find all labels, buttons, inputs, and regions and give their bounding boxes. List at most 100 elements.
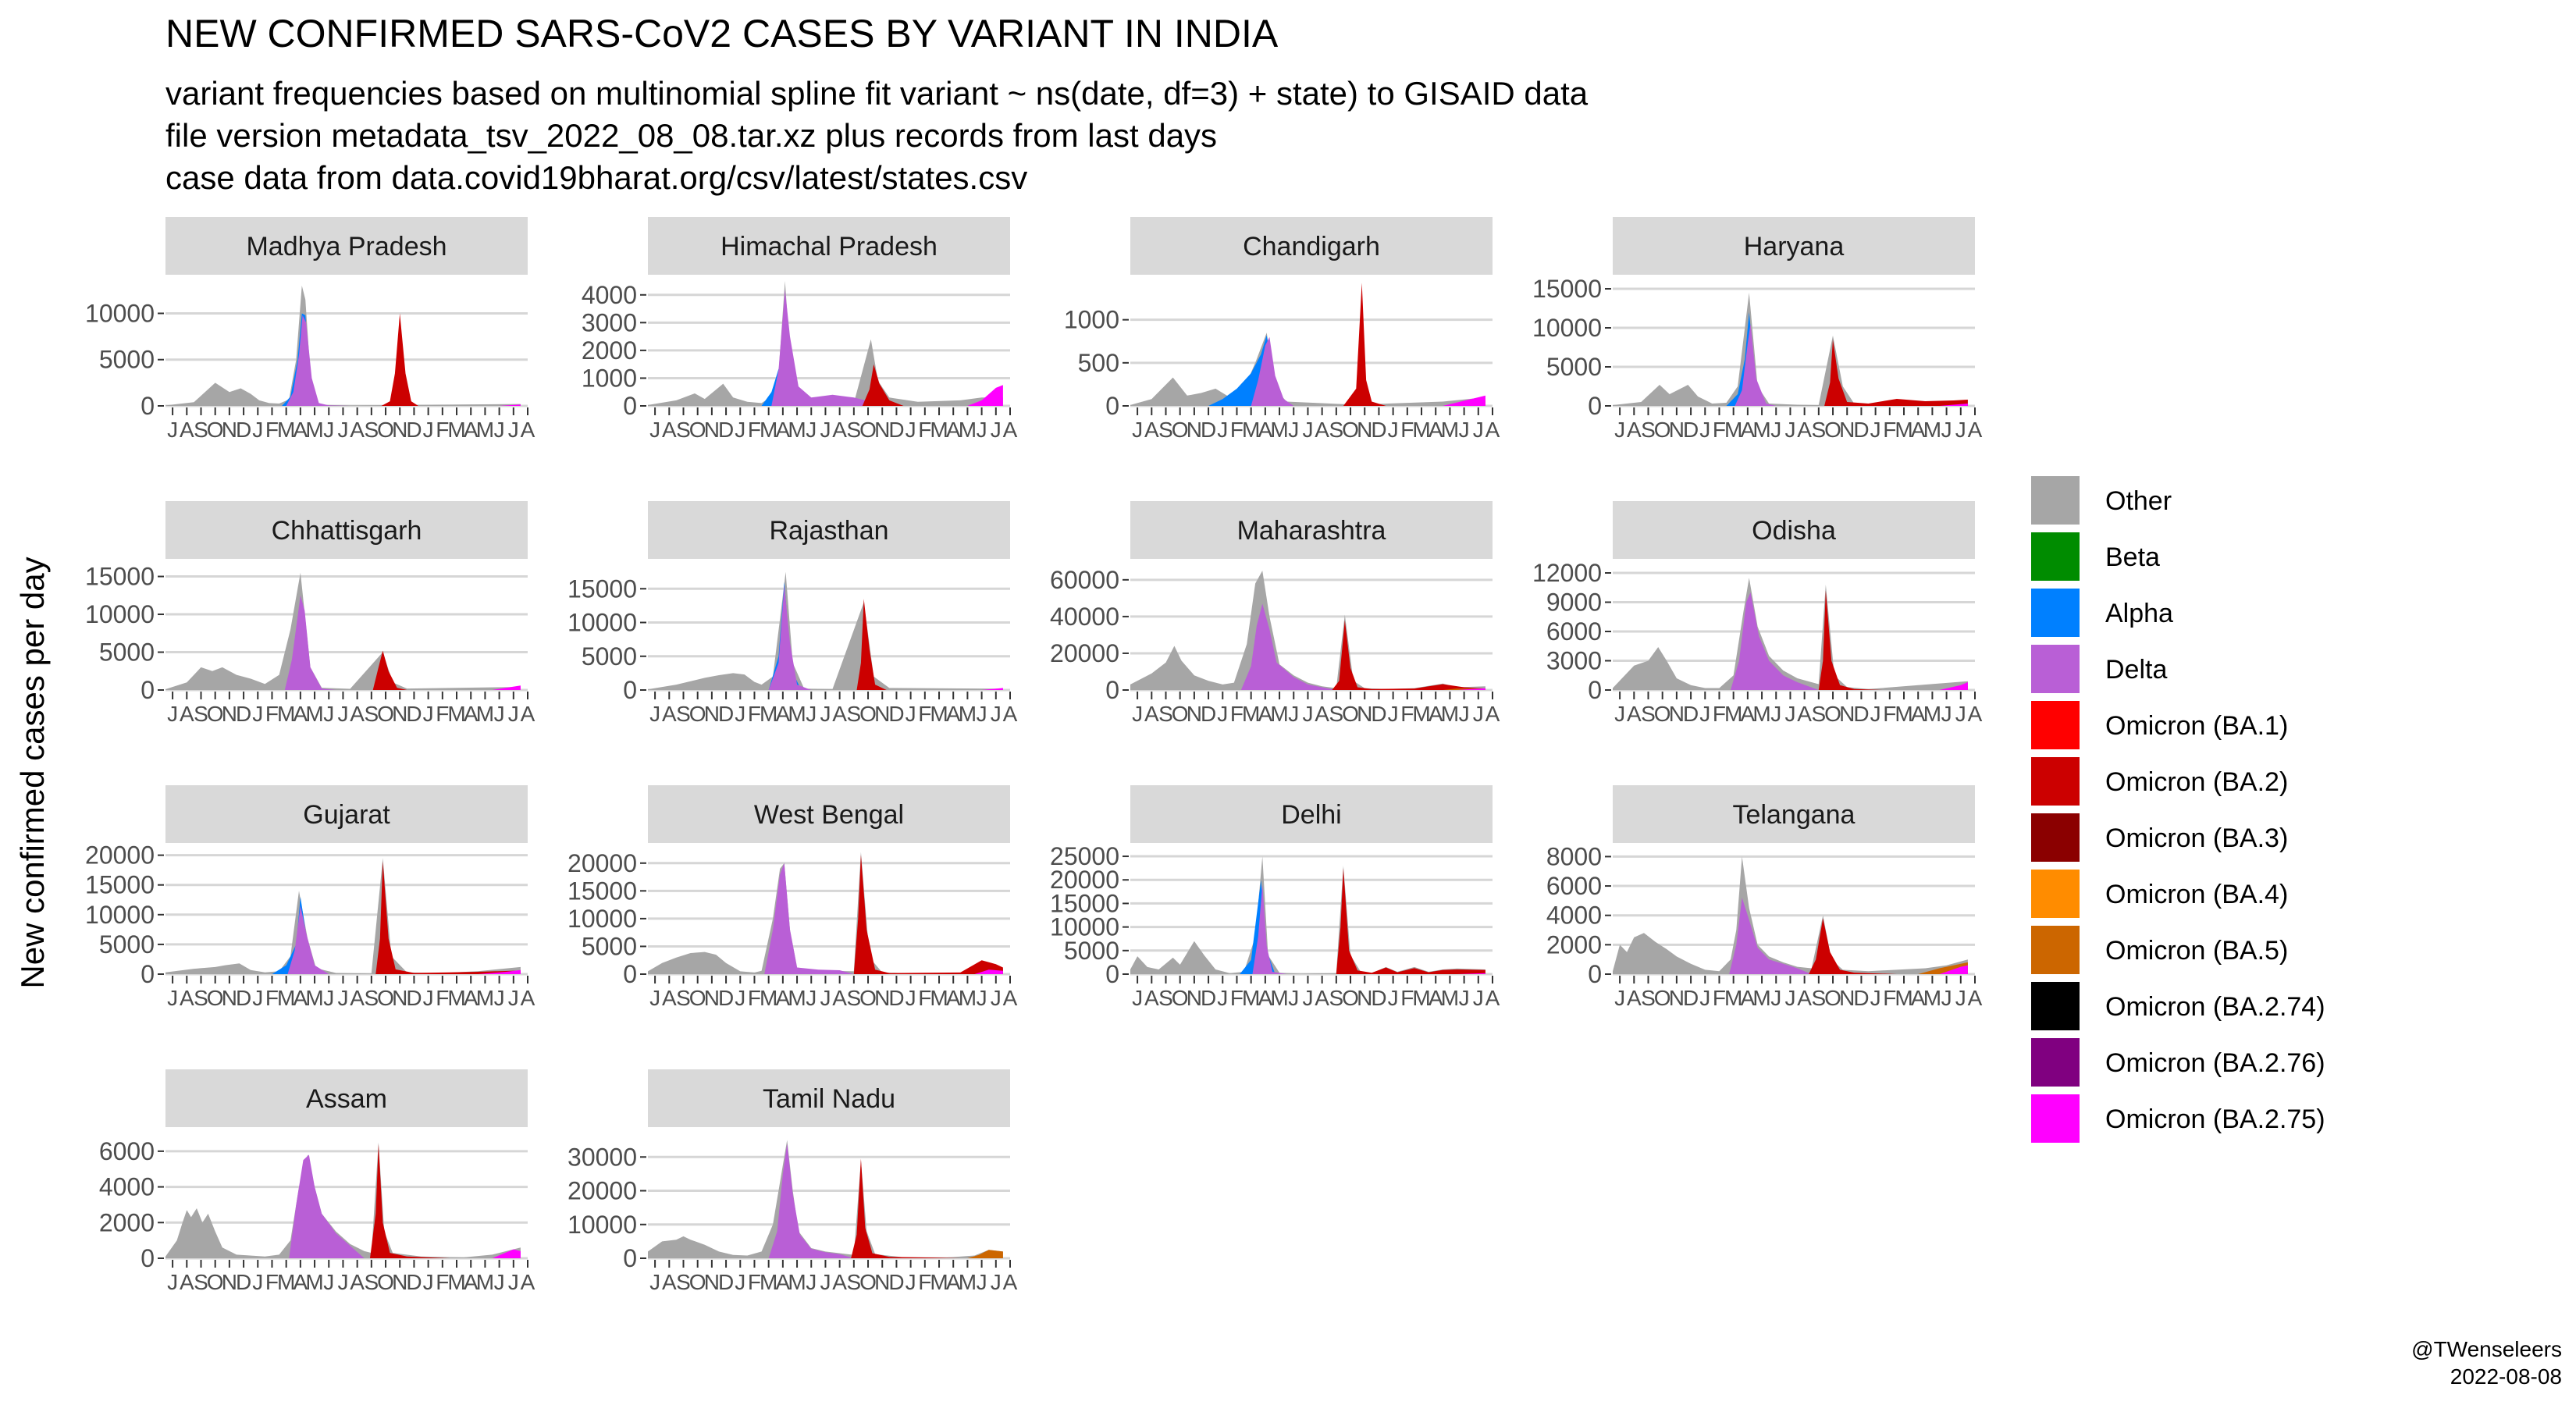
x-tick-label: A: [1315, 702, 1329, 726]
area-west-bengal-delta: [764, 863, 854, 974]
x-tick-label: F: [918, 986, 931, 1010]
x-tick-label: O: [1342, 418, 1359, 442]
x-tick-label: J: [977, 986, 987, 1010]
x-tick-label: J: [1614, 418, 1625, 442]
legend-label: Omicron (BA.1): [2105, 711, 2288, 741]
x-tick-label: D: [1683, 418, 1699, 442]
x-tick-label: J: [1770, 702, 1781, 726]
legend-item-omicron-ba-2-74: Omicron (BA.2.74): [2031, 982, 2325, 1030]
x-tick-label: M: [305, 702, 323, 726]
x-tick-label: S: [846, 702, 861, 726]
x-tick-label: S: [194, 986, 208, 1010]
x-tick-label: F: [1230, 986, 1244, 1010]
x-tick-label: A: [1144, 702, 1159, 726]
y-tick-label: 20000: [85, 841, 155, 870]
strip-haryana: [1613, 217, 1975, 275]
y-tick-label: 500: [1078, 349, 1119, 377]
x-tick-label: J: [820, 986, 831, 1010]
legend-label: Beta: [2105, 542, 2160, 572]
legend-key: [2031, 757, 2080, 806]
x-tick-label: M: [1895, 418, 1912, 442]
x-tick-label: N: [392, 702, 407, 726]
x-tick-label: J: [1388, 702, 1399, 726]
x-tick-label: M: [1270, 986, 1288, 1010]
x-tick-label: M: [930, 418, 948, 442]
x-tick-label: S: [676, 702, 691, 726]
x-tick-label: A: [1315, 418, 1329, 442]
x-tick-label: A: [521, 418, 535, 442]
y-tick-label: 0: [623, 960, 637, 988]
area-chandigarh-omicron-ba-2: [1343, 283, 1386, 406]
x-tick-label: M: [788, 1270, 806, 1294]
x-tick-label: A: [464, 1270, 479, 1294]
area-west-bengal-omicron-ba-2: [853, 855, 1003, 974]
x-tick-label: J: [991, 986, 1002, 1010]
x-tick-label: J: [906, 702, 916, 726]
x-tick-label: F: [265, 1270, 279, 1294]
x-tick-label: N: [704, 702, 720, 726]
x-tick-label: M: [1270, 702, 1288, 726]
legend-label: Omicron (BA.2.76): [2105, 1048, 2325, 1078]
y-tick-label: 0: [1105, 960, 1119, 988]
x-tick-label: F: [1713, 702, 1726, 726]
x-tick-label: J: [1388, 418, 1399, 442]
x-tick-label: D: [1853, 418, 1869, 442]
x-tick-label: M: [1895, 986, 1912, 1010]
y-tick-label: 2000: [99, 1208, 155, 1236]
x-tick-label: D: [236, 418, 251, 442]
y-tick-label: 40000: [1050, 603, 1119, 631]
x-tick-label: N: [222, 702, 237, 726]
x-tick-label: A: [1968, 986, 1983, 1010]
x-tick-label: J: [1288, 418, 1299, 442]
x-tick-label: J: [906, 986, 916, 1010]
x-tick-label: M: [1242, 986, 1260, 1010]
y-tick-label: 0: [141, 1244, 155, 1272]
x-tick-label: M: [1242, 418, 1260, 442]
area-himachal-pradesh-omicron-ba-2: [862, 364, 904, 406]
x-tick-label: A: [946, 418, 961, 442]
x-tick-label: M: [788, 986, 806, 1010]
y-tick-label: 5000: [582, 932, 637, 960]
y-tick-label: 10000: [85, 901, 155, 929]
x-tick-label: S: [364, 1270, 379, 1294]
x-tick-label: J: [1941, 702, 1952, 726]
x-tick-label: A: [1911, 702, 1926, 726]
legend-key: [2031, 701, 2080, 749]
x-tick-label: J: [337, 1270, 348, 1294]
x-tick-label: M: [447, 702, 465, 726]
x-tick-label: J: [1770, 418, 1781, 442]
x-tick-label: M: [1895, 702, 1912, 726]
x-tick-label: A: [1144, 418, 1159, 442]
x-tick-label: N: [1839, 418, 1855, 442]
x-tick-label: D: [1371, 418, 1386, 442]
x-tick-label: M: [760, 1270, 777, 1294]
x-tick-label: J: [1132, 986, 1143, 1010]
x-tick-label: S: [1641, 702, 1656, 726]
x-tick-label: D: [236, 986, 251, 1010]
x-tick-label: N: [874, 702, 890, 726]
x-tick-label: O: [207, 986, 224, 1010]
y-tick-label: 0: [141, 960, 155, 988]
x-tick-label: S: [1641, 986, 1656, 1010]
x-tick-label: J: [508, 986, 519, 1010]
x-tick-label: O: [1342, 702, 1359, 726]
x-tick-label: N: [874, 418, 890, 442]
x-tick-label: D: [1201, 418, 1216, 442]
x-tick-label: F: [436, 418, 449, 442]
legend-key: [2031, 532, 2080, 581]
x-tick-label: N: [1357, 702, 1372, 726]
x-tick-label: J: [735, 418, 745, 442]
x-tick-label: J: [1459, 702, 1470, 726]
x-tick-label: M: [1270, 418, 1288, 442]
x-tick-label: J: [1614, 986, 1625, 1010]
x-tick-label: A: [294, 702, 308, 726]
y-tick-label: 0: [623, 392, 637, 420]
x-tick-label: D: [718, 702, 734, 726]
x-tick-label: A: [521, 702, 535, 726]
x-tick-label: J: [1302, 986, 1313, 1010]
x-tick-label: O: [207, 1270, 224, 1294]
x-tick-label: N: [1669, 418, 1685, 442]
x-tick-label: J: [423, 1270, 434, 1294]
